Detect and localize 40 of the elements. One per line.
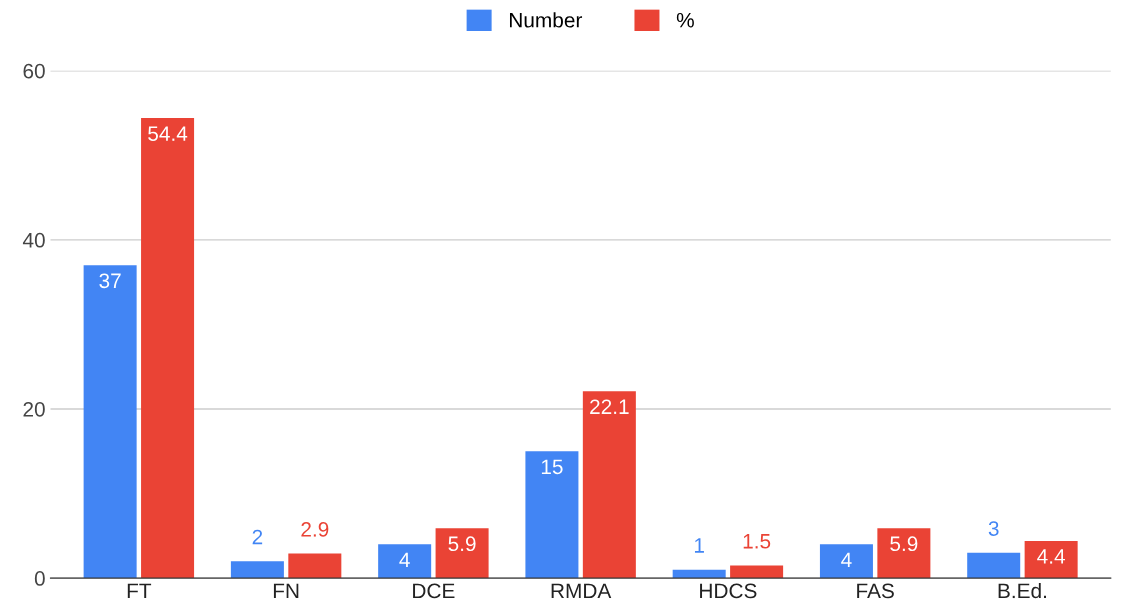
x-tick-label: RMDA	[551, 583, 612, 599]
bar	[1024, 540, 1078, 579]
bar	[877, 528, 931, 579]
legend-label: Number	[509, 12, 583, 28]
data-label: 5.9	[890, 536, 918, 552]
legend-label: %	[676, 12, 694, 28]
data-label: 2.9	[301, 522, 329, 537]
x-tick-label: FAS	[857, 583, 894, 599]
data-label: 4.4	[1037, 549, 1066, 564]
data-label: 37	[99, 273, 121, 289]
data-label: 22.1	[590, 399, 629, 414]
bar	[730, 565, 784, 579]
data-label: 4	[841, 552, 852, 567]
y-tick-label: 60	[23, 63, 45, 79]
y-tick-label: 0	[34, 571, 45, 586]
bar	[141, 118, 195, 579]
x-tick-label: FT	[127, 583, 152, 599]
bar	[83, 265, 137, 579]
bar	[582, 391, 636, 579]
data-label: 54.4	[148, 126, 188, 141]
x-tick-label: HDCS	[700, 583, 757, 599]
data-label: 3	[988, 521, 999, 536]
data-label: 1.5	[743, 534, 771, 549]
bar	[288, 553, 342, 579]
x-tick-label: DCE	[413, 583, 455, 599]
bar	[819, 544, 873, 579]
data-label: 15	[541, 459, 563, 475]
bar	[525, 451, 579, 579]
bar	[378, 544, 432, 579]
y-tick-label: 40	[22, 232, 45, 248]
x-tick-label: B.Ed.	[998, 582, 1046, 599]
bar	[967, 552, 1021, 579]
data-label: 5.9	[448, 536, 476, 552]
y-tick-label: 20	[23, 401, 45, 417]
data-label: 2	[252, 529, 263, 545]
bar	[435, 528, 489, 579]
x-tick-label: FN	[273, 583, 299, 599]
bar	[230, 561, 284, 579]
data-label: 4	[399, 552, 410, 567]
data-label: 1	[694, 538, 704, 553]
